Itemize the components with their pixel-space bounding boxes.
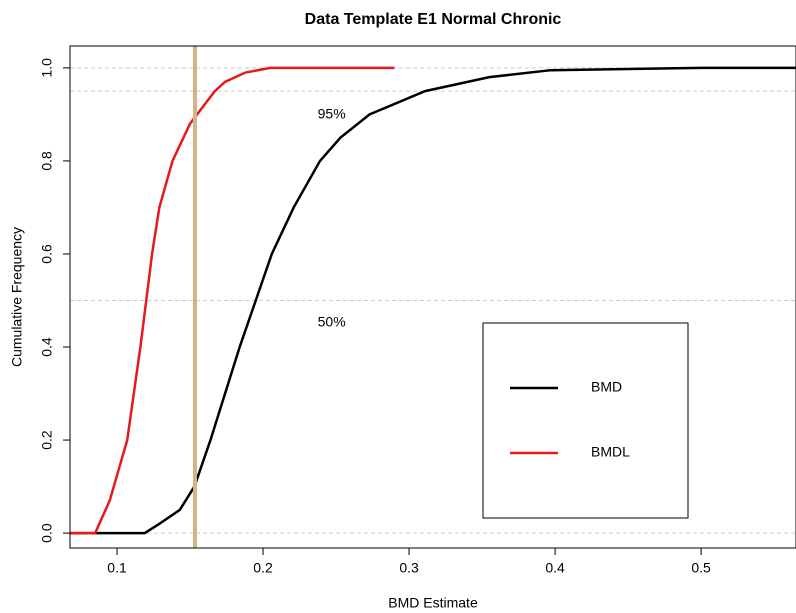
x-tick-label: 0.1 [107, 560, 127, 576]
y-axis-label: Cumulative Frequency [9, 227, 25, 367]
x-axis-label: BMD Estimate [388, 595, 478, 611]
annotation: 95% [318, 106, 346, 122]
y-tick-label: 0.6 [39, 244, 55, 264]
y-tick-label: 0.8 [39, 151, 55, 171]
y-tick-label: 0.0 [39, 523, 55, 543]
legend-box [482, 322, 689, 519]
line [70, 66, 395, 535]
line [70, 66, 796, 535]
plot-border [69, 45, 796, 549]
y-tick-label: 0.4 [39, 337, 55, 357]
chart-title: Data Template E1 Normal Chronic [305, 11, 562, 28]
y-tick-label: 1.0 [39, 58, 55, 78]
x-tick-label: 0.5 [691, 560, 711, 576]
x-tick-label: 0.2 [253, 560, 273, 576]
legend-label: BMD [591, 379, 622, 395]
annotation: 50% [318, 314, 346, 330]
x-tick-label: 0.4 [545, 560, 565, 576]
legend-label: BMDL [591, 444, 630, 460]
x-tick-label: 0.3 [399, 560, 419, 576]
y-tick-label: 0.2 [39, 430, 55, 450]
